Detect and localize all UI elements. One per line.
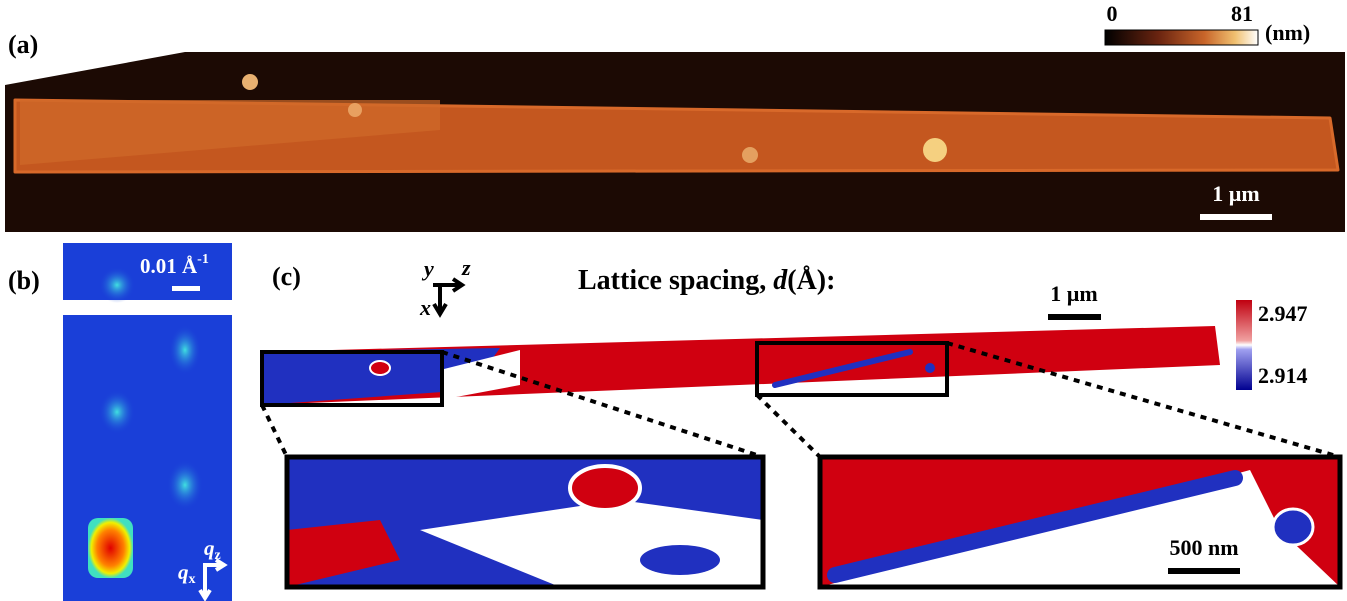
map-title: Lattice spacing, d(Å): — [578, 265, 835, 296]
scale-label: 500 nm — [1169, 535, 1238, 560]
colorbar-unit: (nm) — [1265, 20, 1310, 45]
panel-label: (a) — [8, 30, 38, 59]
panel-label: (b) — [8, 266, 40, 295]
colorbar — [1236, 300, 1252, 390]
axis-label: z — [461, 255, 471, 280]
figure: (a) 0 81 (nm) 1 µm (b) 0.01 Å-1 qz qx (c… — [0, 0, 1347, 601]
scale-bar — [1048, 314, 1101, 320]
scale-bar — [172, 286, 200, 291]
page: (a) 0 81 (nm) 1 µm (b) 0.01 Å-1 qz qx (c… — [0, 0, 1347, 601]
scale-label: 1 µm — [1050, 281, 1098, 306]
axis-label: y — [421, 256, 434, 281]
inset-left — [287, 457, 763, 587]
axis-sub: x — [189, 572, 196, 587]
scale-label: 1 µm — [1212, 181, 1260, 206]
panel-label: (c) — [272, 262, 301, 291]
colorbar — [1105, 30, 1258, 45]
axis-arrows — [433, 279, 462, 314]
axis-label: x — [419, 295, 431, 320]
colorbar-min: 2.914 — [1258, 363, 1308, 388]
colorbar-max: 81 — [1231, 1, 1253, 26]
axis-symbol: q — [178, 560, 189, 584]
axis-symbol: q — [204, 536, 215, 560]
title-symbol: d — [773, 265, 788, 296]
strain-map — [260, 326, 1220, 405]
scale-bar — [1200, 214, 1272, 220]
title-suffix: (Å): — [787, 265, 835, 296]
axis-sub: z — [215, 548, 221, 563]
scale-bar — [1168, 568, 1240, 574]
afm-image — [5, 52, 1345, 232]
title-prefix: Lattice spacing, — [578, 265, 773, 296]
colorbar-max: 2.947 — [1258, 301, 1308, 326]
colorbar-min: 0 — [1107, 1, 1118, 26]
inset-right — [820, 457, 1340, 587]
scale-text: 0.01 Å — [140, 254, 198, 278]
scale-sup: -1 — [197, 252, 209, 267]
